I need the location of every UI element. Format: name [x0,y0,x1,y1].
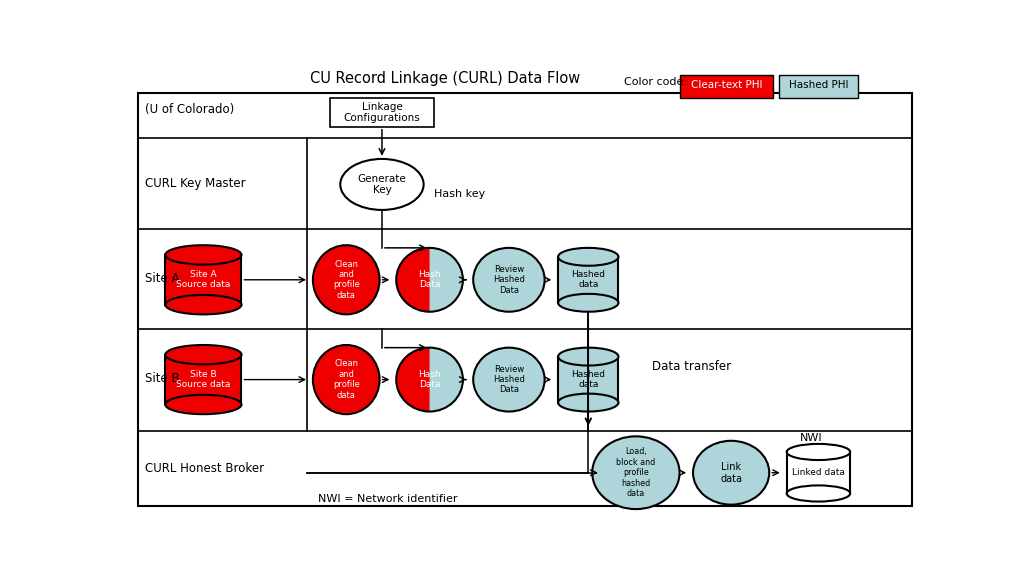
Ellipse shape [473,348,545,411]
Ellipse shape [786,444,850,460]
Ellipse shape [558,248,618,266]
Ellipse shape [693,441,769,505]
Ellipse shape [313,345,380,414]
Polygon shape [430,348,463,411]
Ellipse shape [558,393,618,411]
Text: Hash
Data: Hash Data [418,270,441,290]
Text: Color code:: Color code: [624,77,687,86]
Ellipse shape [165,295,242,314]
Ellipse shape [786,486,850,502]
Text: Review
Hashed
Data: Review Hashed Data [493,365,525,395]
Text: (U of Colorado): (U of Colorado) [145,103,234,116]
FancyBboxPatch shape [558,257,618,303]
Ellipse shape [592,437,680,509]
Ellipse shape [558,348,618,366]
Text: NWI: NWI [800,433,822,443]
FancyBboxPatch shape [137,93,912,506]
Polygon shape [430,248,463,312]
Text: Review
Hashed
Data: Review Hashed Data [493,265,525,295]
Ellipse shape [396,348,463,411]
Text: Site B
Source data: Site B Source data [176,370,230,389]
Text: Linked data: Linked data [792,468,845,478]
Text: CU Record Linkage (CURL) Data Flow: CU Record Linkage (CURL) Data Flow [310,71,581,86]
FancyBboxPatch shape [558,357,618,403]
FancyBboxPatch shape [331,98,433,127]
Text: Clean
and
profile
data: Clean and profile data [333,359,359,400]
Ellipse shape [558,294,618,312]
Ellipse shape [396,248,463,312]
Ellipse shape [165,245,242,264]
Text: Hashed
data: Hashed data [571,270,605,290]
Text: Site B: Site B [145,372,180,385]
Text: Hashed PHI: Hashed PHI [788,79,848,90]
Text: Link
data: Link data [720,462,742,483]
Text: Generate
Key: Generate Key [357,173,407,195]
FancyBboxPatch shape [165,255,242,305]
Text: Linkage
Configurations: Linkage Configurations [344,101,420,123]
Text: Clean
and
profile
data: Clean and profile data [333,260,359,300]
Text: Hashed
data: Hashed data [571,370,605,389]
FancyBboxPatch shape [680,75,773,98]
Text: Hash
Data: Hash Data [418,370,441,389]
Ellipse shape [340,159,424,210]
Text: Data transfer: Data transfer [652,360,731,373]
Ellipse shape [165,345,242,365]
Text: NWI = Network identifier: NWI = Network identifier [318,494,458,505]
Text: Load,
block and
profile
hashed
data: Load, block and profile hashed data [616,448,655,498]
Text: Site A
Source data: Site A Source data [176,270,230,290]
Ellipse shape [473,248,545,312]
Ellipse shape [313,245,380,314]
FancyBboxPatch shape [165,355,242,404]
Ellipse shape [165,395,242,414]
FancyBboxPatch shape [786,452,850,494]
Text: CURL Key Master: CURL Key Master [145,177,246,190]
Text: Clear-text PHI: Clear-text PHI [690,79,762,90]
FancyBboxPatch shape [778,75,858,98]
Text: Hash key: Hash key [433,189,484,199]
Text: Site A: Site A [145,272,180,285]
Text: CURL Honest Broker: CURL Honest Broker [145,462,264,475]
